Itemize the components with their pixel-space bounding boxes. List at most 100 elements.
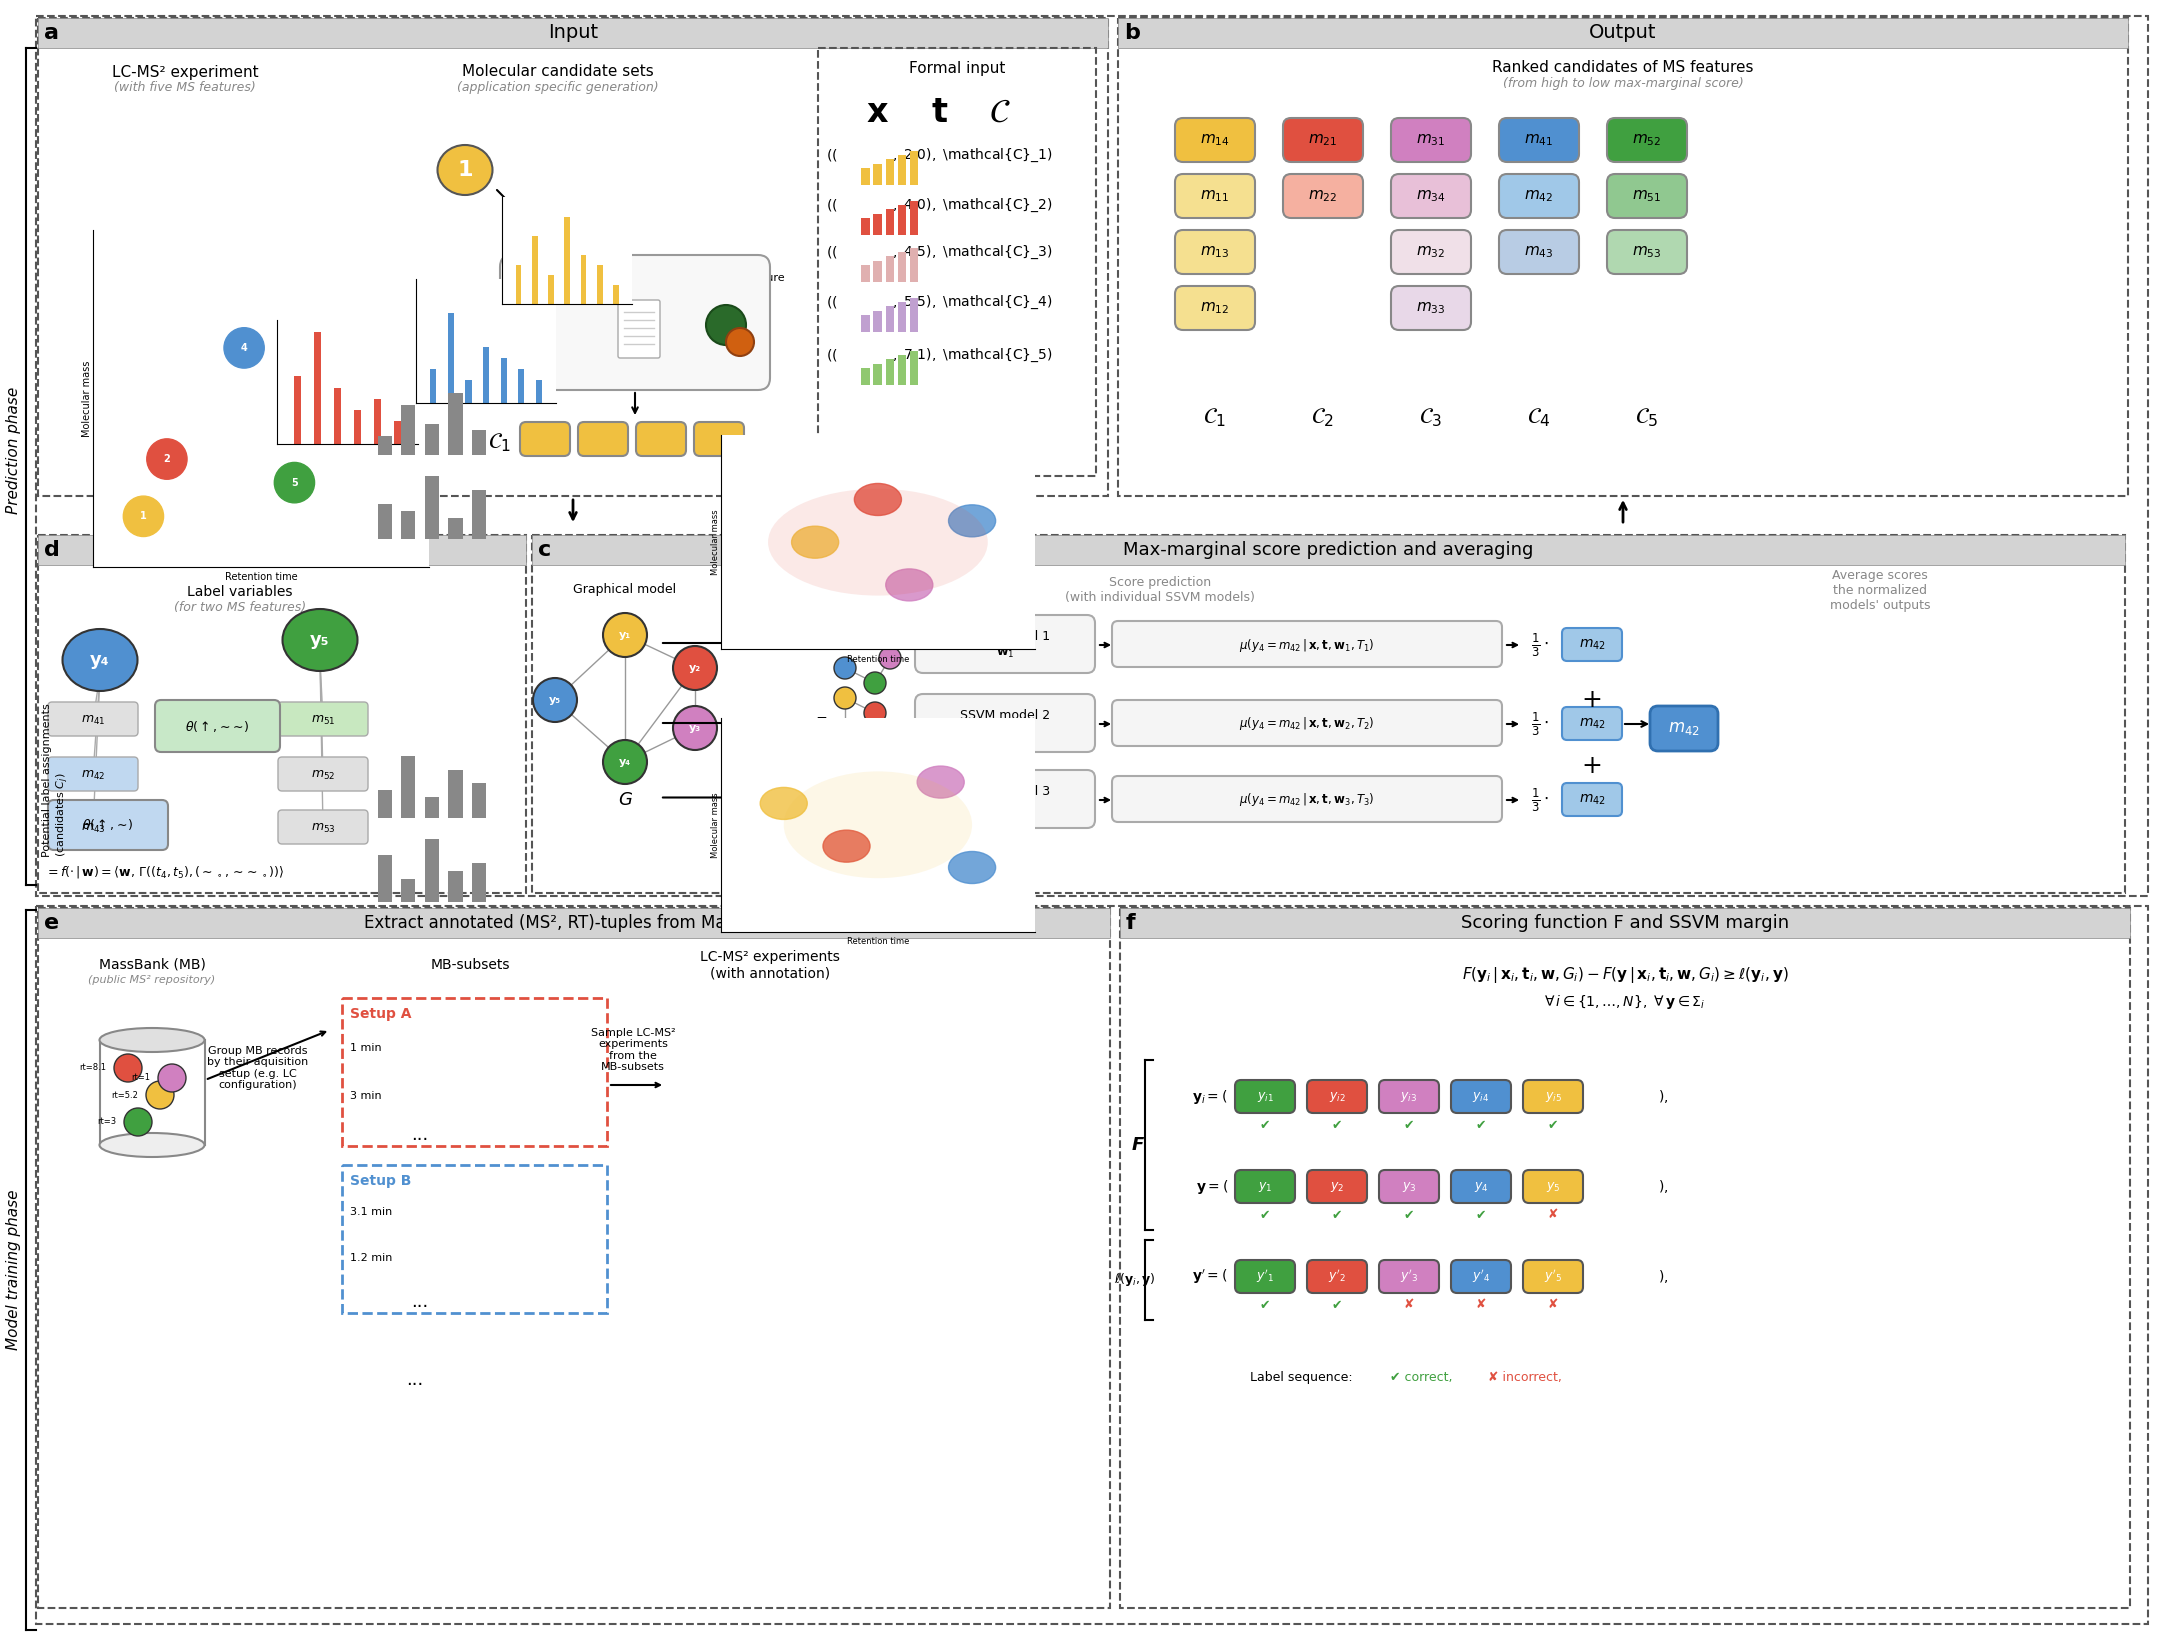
- Text: G: G: [617, 790, 632, 808]
- FancyBboxPatch shape: [1561, 784, 1622, 817]
- Circle shape: [823, 830, 870, 863]
- FancyBboxPatch shape: [277, 757, 368, 790]
- FancyBboxPatch shape: [1176, 286, 1256, 330]
- Text: $y_4$: $y_4$: [1474, 1180, 1487, 1193]
- Text: 3 min: 3 min: [351, 1091, 381, 1101]
- Text: 1 min: 1 min: [351, 1043, 381, 1053]
- Text: 3.1 min: 3.1 min: [351, 1208, 392, 1217]
- Text: MassBank (MB): MassBank (MB): [100, 958, 206, 973]
- Text: +: +: [1583, 754, 1602, 779]
- Bar: [448, 769, 463, 818]
- Text: Sample LC-MS²
experiments
from the
MB-subsets: Sample LC-MS² experiments from the MB-su…: [591, 1027, 675, 1073]
- Text: a: a: [43, 23, 58, 43]
- Circle shape: [879, 803, 901, 826]
- Text: Spanning trees: Spanning trees: [803, 583, 896, 596]
- Text: $((\ $: $((\ $: [827, 146, 838, 163]
- FancyBboxPatch shape: [1390, 174, 1470, 219]
- Text: Setup A: Setup A: [351, 1007, 411, 1020]
- Text: y₅: y₅: [310, 631, 329, 649]
- Circle shape: [864, 672, 885, 693]
- Bar: [472, 863, 485, 902]
- Bar: [613, 284, 619, 304]
- Text: $,\ 7.1),\ $\mathcal{C}_5$)$: $,\ 7.1),\ $\mathcal{C}_5$)$: [892, 347, 1052, 363]
- Text: $y_1$: $y_1$: [1258, 1180, 1273, 1193]
- Circle shape: [834, 606, 855, 629]
- Text: $m_{41}$: $m_{41}$: [80, 713, 106, 726]
- Text: $y_{i4}$: $y_{i4}$: [1472, 1089, 1490, 1104]
- Text: $,\ 4.0),\ $\mathcal{C}_2$)$: $,\ 4.0),\ $\mathcal{C}_2$)$: [892, 197, 1052, 214]
- FancyBboxPatch shape: [1390, 230, 1470, 274]
- Text: (for two MS features): (for two MS features): [173, 600, 305, 613]
- Circle shape: [834, 657, 855, 679]
- Circle shape: [834, 764, 855, 785]
- FancyBboxPatch shape: [1561, 706, 1622, 739]
- Circle shape: [604, 613, 647, 657]
- X-axis label: Retention time: Retention time: [847, 654, 909, 664]
- Text: $m_{51}$: $m_{51}$: [1632, 189, 1663, 204]
- Text: y₄: y₄: [619, 757, 630, 767]
- Text: rt=5.2: rt=5.2: [110, 1091, 139, 1099]
- Text: $m_{43}$: $m_{43}$: [1524, 245, 1554, 260]
- Bar: [909, 297, 918, 332]
- FancyBboxPatch shape: [637, 422, 686, 457]
- Bar: [500, 358, 507, 403]
- Text: Scoring function F and SSVM margin: Scoring function F and SSVM margin: [1461, 914, 1788, 932]
- Bar: [401, 756, 416, 818]
- Bar: [448, 312, 455, 403]
- Text: $m_{12}$: $m_{12}$: [1199, 301, 1230, 315]
- Text: Ranked candidates of MS features: Ranked candidates of MS features: [1492, 61, 1754, 76]
- Text: $y'_1$: $y'_1$: [1256, 1268, 1273, 1285]
- Ellipse shape: [63, 629, 139, 692]
- Ellipse shape: [511, 299, 554, 311]
- Text: $F(\mathbf{y}_i\,|\,\mathbf{x}_i,\mathbf{t}_i,\mathbf{w},G_i) - F(\mathbf{y}\,|\: $F(\mathbf{y}_i\,|\,\mathbf{x}_i,\mathbf…: [1461, 964, 1788, 986]
- X-axis label: Retention time: Retention time: [225, 572, 297, 582]
- Text: T₃: T₃: [816, 790, 829, 805]
- Text: ...: ...: [411, 1125, 429, 1144]
- Bar: [294, 376, 301, 444]
- Text: Label variables: Label variables: [186, 585, 292, 600]
- Bar: [401, 406, 416, 455]
- Bar: [862, 168, 870, 184]
- Text: $\mathbf{y}' = ($: $\mathbf{y}' = ($: [1193, 1267, 1228, 1285]
- FancyBboxPatch shape: [277, 810, 368, 845]
- Text: ~≈~: ~≈~: [533, 434, 556, 444]
- Circle shape: [855, 483, 901, 516]
- Circle shape: [864, 623, 885, 644]
- Text: generator: generator: [710, 286, 766, 296]
- Text: F: F: [1132, 1135, 1143, 1153]
- Text: $y'_4$: $y'_4$: [1472, 1268, 1490, 1285]
- Text: ✔: ✔: [1403, 1209, 1414, 1221]
- Bar: [483, 347, 489, 403]
- Circle shape: [145, 1081, 173, 1109]
- FancyBboxPatch shape: [500, 255, 771, 389]
- FancyBboxPatch shape: [1451, 1260, 1511, 1293]
- Text: (from high to low max-marginal score): (from high to low max-marginal score): [1503, 77, 1743, 90]
- Text: ✔ correct,: ✔ correct,: [1390, 1372, 1453, 1385]
- FancyBboxPatch shape: [1234, 1079, 1295, 1112]
- Text: $m_{31}$: $m_{31}$: [1416, 131, 1446, 148]
- Text: ✔: ✔: [1477, 1209, 1485, 1221]
- Text: $\mathcal{C}_1$: $\mathcal{C}_1$: [1204, 407, 1228, 429]
- Bar: [448, 393, 463, 455]
- Bar: [862, 315, 870, 332]
- FancyBboxPatch shape: [48, 757, 139, 790]
- Text: ✘: ✘: [1548, 1209, 1559, 1221]
- Bar: [424, 840, 439, 902]
- Text: $y_5$: $y_5$: [1546, 1180, 1561, 1193]
- FancyBboxPatch shape: [1308, 1170, 1366, 1203]
- Text: d: d: [43, 541, 61, 560]
- Circle shape: [158, 1065, 186, 1093]
- FancyBboxPatch shape: [1451, 1079, 1511, 1112]
- FancyBboxPatch shape: [916, 693, 1095, 752]
- Text: 1.2 min: 1.2 min: [351, 1254, 392, 1263]
- Text: $\mathbf{y} = ($: $\mathbf{y} = ($: [1195, 1178, 1228, 1196]
- Text: $m_{13}$: $m_{13}$: [1199, 245, 1230, 260]
- FancyBboxPatch shape: [1390, 118, 1470, 163]
- Circle shape: [725, 329, 753, 357]
- Text: Score prediction
(with individual SSVM models): Score prediction (with individual SSVM m…: [1065, 577, 1256, 605]
- Text: e: e: [43, 914, 58, 933]
- Bar: [598, 265, 602, 304]
- FancyBboxPatch shape: [1390, 286, 1470, 330]
- Text: Target list: Target list: [617, 271, 678, 284]
- Text: $m_{21}$: $m_{21}$: [1308, 131, 1338, 148]
